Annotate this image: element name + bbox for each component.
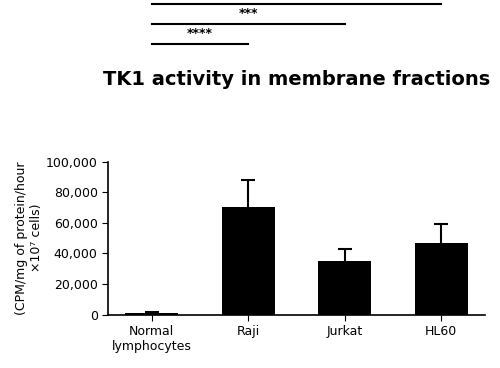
Text: ****: ****	[187, 27, 213, 40]
Bar	[318, 261, 372, 315]
Bar	[415, 243, 468, 315]
Bar	[125, 313, 178, 315]
Bar	[222, 208, 275, 315]
Y-axis label: (CPM/mg of protein/hour
×10⁷ cells): (CPM/mg of protein/hour ×10⁷ cells)	[15, 161, 43, 315]
Text: ***: ***	[238, 7, 258, 20]
Title: TK1 activity in membrane fractions: TK1 activity in membrane fractions	[103, 70, 490, 89]
